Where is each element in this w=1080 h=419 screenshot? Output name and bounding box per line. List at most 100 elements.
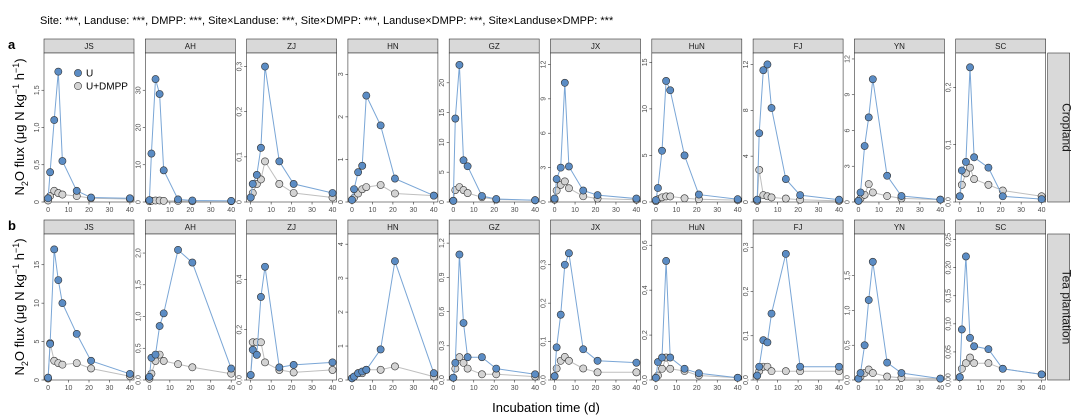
x-tick-label: 40 [835,207,843,214]
x-tick-label: 30 [409,385,417,392]
y-tick-label: 0 [34,200,41,204]
panel-site-label: JS [84,42,93,51]
data-point-u [391,257,399,266]
y-tick-label: 1,0 [844,306,851,316]
x-tick-label: 40 [1038,385,1046,392]
y-axis-label-part: O flux ( [12,139,27,182]
data-point-u [593,191,602,200]
panel-site-label: ZJ [287,223,296,232]
data-point-u [753,195,762,204]
x-tick-label: 40 [734,207,742,214]
panel-site-label: HuN [689,223,705,232]
x-tick-label: 30 [207,385,215,392]
data-point-u [354,168,363,177]
y-tick-label: 10 [135,161,142,169]
data-point-dmpp [328,366,337,374]
data-point-u [252,171,261,179]
data-point-u [666,86,675,95]
y-tick-label: 9 [541,97,548,101]
data-point-u [651,196,660,205]
y-tick-label: 0,4 [642,285,649,295]
x-tick-label: 0 [654,385,658,392]
panel-jx: JX 0 3 6 9 12 0 10 20 30 40 [541,38,641,214]
data-point-u [680,364,689,373]
data-point-u [429,191,438,200]
y-tick-label: 0,2 [743,287,750,297]
x-tick-label: 40 [329,207,337,214]
y-tick-label: 4 [338,242,345,246]
y-tick-label: 0,00 [946,373,953,387]
data-point-u [478,353,486,362]
data-point-u [1037,370,1046,379]
data-point-u [459,156,468,165]
panel-site-label: JS [84,223,93,232]
data-point-u [998,364,1007,373]
data-point-u [348,195,356,204]
data-point-u [579,345,588,354]
series-line-u [959,256,1042,378]
panel-zj: ZJ 0,0 0,2 0,4 0 10 20 30 40 [237,219,337,392]
legend: U U+DMPP [74,69,128,93]
x-tick-label: 0 [654,207,658,214]
data-point-u [455,61,464,69]
panel-fj: FJ 0,0 0,1 0,2 0,3 0 10 20 30 40 [743,219,844,392]
data-point-dmpp [781,367,790,376]
significance-summary: Site: ***, Landuse: ***, DMPP: ***, Site… [40,15,614,27]
x-tick-label: 20 [389,207,397,214]
panel-frame [145,52,236,203]
x-tick-label: 40 [227,385,235,392]
y-tick-label: 0 [642,200,649,204]
x-tick-label: 0 [755,207,759,214]
data-point-u [662,257,671,265]
data-point-u [126,194,134,203]
data-point-u [556,163,565,172]
y-tick-label: 1,5 [844,271,851,281]
data-point-u [174,195,182,204]
y-tick-label: 0,2 [237,107,244,117]
panel-jx: JX 0,0 0,1 0,2 0,3 0 10 20 30 40 [541,219,641,392]
x-tick-label: 30 [612,385,620,392]
panel-hun: HuN 0 5 10 15 0 10 20 30 40 [642,38,743,214]
x-tick-label: 30 [106,385,114,392]
data-point-u [328,189,337,197]
data-point-u [54,276,63,285]
y-tick-label: 6 [541,131,548,135]
data-point-dmpp [72,359,81,367]
x-tick-label: 40 [126,385,134,392]
data-point-u [350,185,358,194]
data-point-dmpp [391,189,399,198]
y-tick-label: 5 [34,340,41,344]
y-tick-label: 15 [439,109,446,117]
y-axis-label-part: 2 [20,181,30,186]
y-tick-label: 1,2 [439,238,446,248]
data-point-u [936,374,945,383]
data-point-dmpp [478,370,486,379]
data-point-u [883,171,892,180]
data-point-u [289,180,298,188]
x-tick-label: 20 [490,207,498,214]
data-point-u [658,353,666,362]
x-tick-label: 20 [896,207,904,214]
y-tick-label: 0,0 [439,375,446,385]
data-point-u [955,192,964,201]
series-line-u [655,80,738,201]
data-point-u [864,113,873,122]
data-point-dmpp [58,190,67,199]
y-axis-label-part: ) [12,58,27,62]
y-tick-label: 1 [338,157,345,161]
y-tick-label: 9 [844,93,851,97]
data-point-u [560,260,569,269]
panel-yn: YN 0,0 0,5 1,0 1,5 0 10 20 30 40 [844,219,945,392]
x-tick-label: 30 [713,207,721,214]
data-point-u [632,358,641,367]
data-point-u [550,194,559,203]
data-point-u [835,195,843,204]
x-tick-label: 0 [350,385,354,392]
data-point-u [451,114,460,123]
data-point-u [796,191,805,200]
data-point-u [970,153,979,162]
data-point-u [257,293,265,301]
panel-site-label: HN [387,42,399,51]
